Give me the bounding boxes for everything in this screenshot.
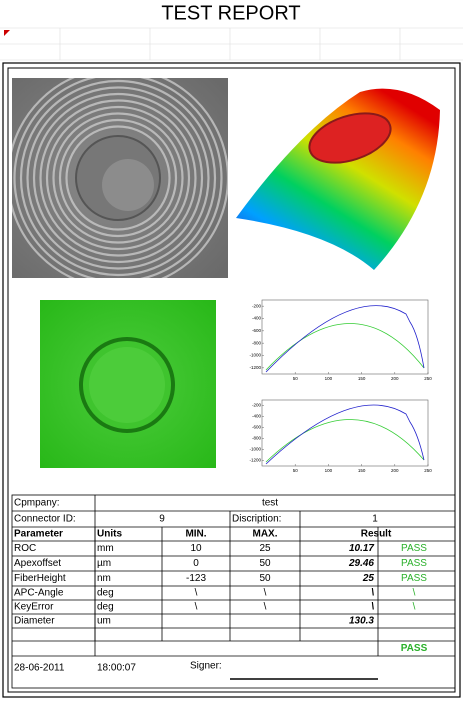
title: TEST REPORT [161, 2, 300, 24]
column-header: Result [361, 529, 392, 540]
value: 9 [159, 514, 165, 525]
profile [265, 305, 425, 373]
column-header: MAX. [253, 529, 278, 540]
max: 50 [259, 558, 271, 569]
signer-label: Signer: [190, 661, 222, 672]
result: 29.46 [348, 558, 374, 569]
x-tick-label: 150 [358, 468, 366, 473]
outer-border [2, 62, 461, 698]
max: 25 [259, 543, 271, 554]
fringe [32, 92, 204, 264]
units: um [97, 616, 111, 627]
label: Discription: [232, 514, 281, 525]
x-tick-label: 250 [424, 468, 432, 473]
result: 130.3 [349, 616, 374, 627]
fringe [19, 79, 217, 277]
date: 28-06-2011 [14, 663, 65, 674]
profile [265, 404, 425, 465]
parameter: FiberHeight [14, 573, 66, 584]
mask [0, 78, 12, 278]
min: 10 [190, 543, 202, 554]
units: deg [97, 588, 114, 599]
profile-fit [265, 419, 425, 463]
max: 50 [259, 573, 271, 584]
y-tick-label: -600 [252, 425, 262, 430]
y-tick-label: -1200 [249, 458, 261, 463]
x-tick-label: 100 [325, 376, 333, 381]
inner-border [7, 67, 456, 693]
min: \ [195, 588, 198, 599]
surface-3d [236, 88, 440, 270]
units: deg [97, 602, 114, 613]
marker [4, 30, 10, 36]
result-table: Cpmpany: test Connector ID: 9 Discription: 1 P… [11, 494, 456, 689]
interferogram [0, 78, 228, 278]
fringe [13, 78, 223, 278]
y-tick-label: -800 [252, 436, 262, 441]
x-tick-label: 200 [391, 468, 399, 473]
units: µm [97, 558, 111, 569]
fringe [58, 118, 178, 238]
parameter: APC-Angle [14, 588, 64, 599]
column-header: Units [97, 529, 122, 540]
max: \ [264, 588, 267, 599]
status: PASS [401, 543, 427, 554]
result: \ [371, 588, 374, 599]
column-header: Parameter [14, 529, 63, 540]
x-tick-label: 150 [358, 376, 366, 381]
label: Cpmpany: [14, 498, 60, 509]
units: mm [97, 543, 114, 554]
y-tick-label: -200 [252, 403, 262, 408]
fiber [102, 159, 154, 211]
x-tick-label: 100 [325, 468, 333, 473]
plot-frame [261, 399, 429, 467]
value: test [262, 498, 278, 509]
x-tick-label: 250 [424, 376, 432, 381]
y-tick-label: -1000 [249, 447, 261, 452]
y-tick-label: -400 [252, 414, 262, 419]
x-tick-label: 50 [293, 468, 299, 473]
fringe [26, 86, 210, 270]
max: \ [264, 602, 267, 613]
y-tick-label: -1000 [249, 353, 261, 358]
x-tick-label: 200 [391, 376, 399, 381]
fringe [65, 125, 171, 231]
result: 10.17 [349, 543, 374, 554]
y-tick-label: -1200 [249, 365, 261, 370]
y-tick-label: -400 [252, 316, 262, 321]
parameter: KeyError [14, 602, 54, 613]
y-tick-label: -600 [252, 328, 262, 333]
result: 25 [362, 573, 375, 584]
status: \ [413, 602, 416, 613]
min: 0 [193, 558, 199, 569]
green-surface [40, 300, 216, 468]
parameter: Diameter [14, 616, 55, 627]
min: \ [195, 602, 198, 613]
header-strip [0, 27, 463, 61]
time: 18:00:07 [97, 663, 136, 674]
units: nm [97, 573, 111, 584]
profile-fit [265, 323, 425, 371]
result: \ [371, 602, 374, 613]
fringe [52, 112, 184, 244]
status: \ [413, 588, 416, 599]
status: PASS [401, 573, 427, 584]
fringe [39, 99, 197, 257]
fringe [45, 105, 191, 251]
y-tick-label: -200 [252, 303, 262, 308]
label: Connector ID: [14, 514, 76, 525]
column-header: MIN. [185, 529, 206, 540]
value: 1 [372, 514, 378, 525]
overall-status: PASS [401, 643, 428, 654]
min: -123 [186, 573, 206, 584]
y-tick-label: -800 [252, 340, 262, 345]
status: PASS [401, 558, 427, 569]
x-tick-label: 50 [293, 376, 299, 381]
parameter: ROC [14, 543, 36, 554]
parameter: Apexoffset [14, 558, 61, 569]
plot-frame [261, 299, 429, 375]
